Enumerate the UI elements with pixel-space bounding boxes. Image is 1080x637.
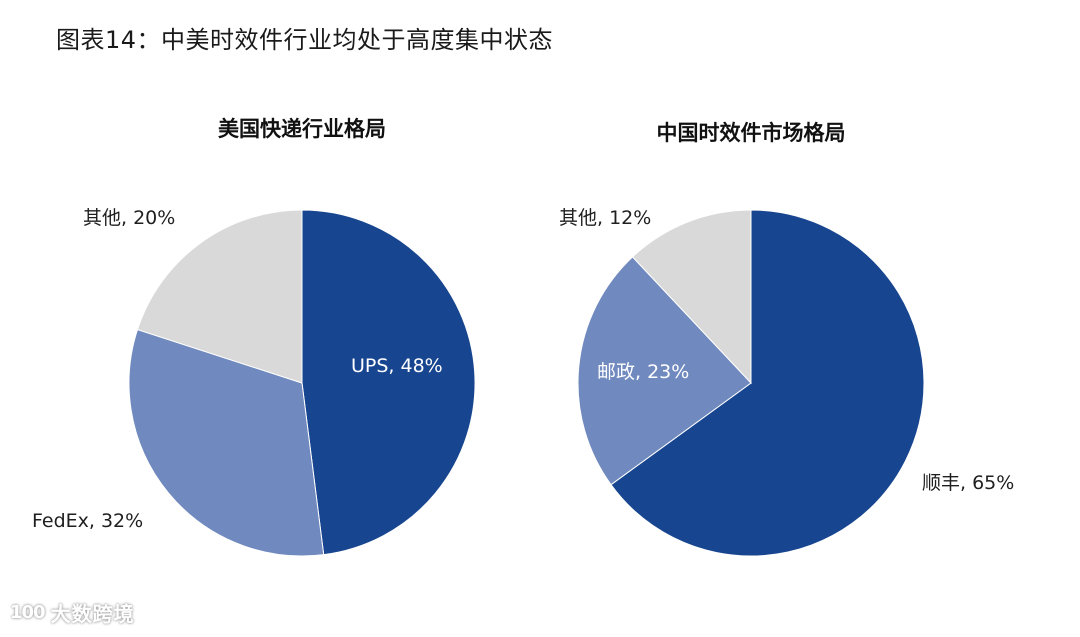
pie-chart-us-express [128, 209, 476, 557]
figure-title: 图表14：中美时效件行业均处于高度集中状态 [56, 26, 554, 54]
watermark-text: 大数跨境 [50, 602, 135, 626]
pie-slice-0 [610, 209, 925, 557]
watermark: 100 大数跨境 [10, 598, 135, 627]
pie-slice-1 [577, 256, 752, 486]
watermark-logo-icon: 100 [10, 602, 46, 623]
pie-chart-china-express [577, 209, 925, 557]
data-label-sf: 顺丰, 65% [922, 472, 1015, 494]
data-label-us-other: 其他, 20% [83, 207, 176, 229]
pie-slice-1 [128, 328, 325, 557]
pie-slice-2 [631, 209, 752, 385]
chart-title-china: 中国时效件市场格局 [656, 121, 846, 145]
chart-title-us: 美国快递行业格局 [218, 117, 386, 141]
pie-slice-0 [301, 209, 476, 556]
data-label-china-post: 邮政, 23% [597, 361, 690, 383]
pie-slice-2 [136, 209, 303, 384]
data-label-ups: UPS, 48% [351, 355, 443, 377]
data-label-china-other: 其他, 12% [559, 207, 652, 229]
data-label-fedex: FedEx, 32% [32, 510, 144, 532]
